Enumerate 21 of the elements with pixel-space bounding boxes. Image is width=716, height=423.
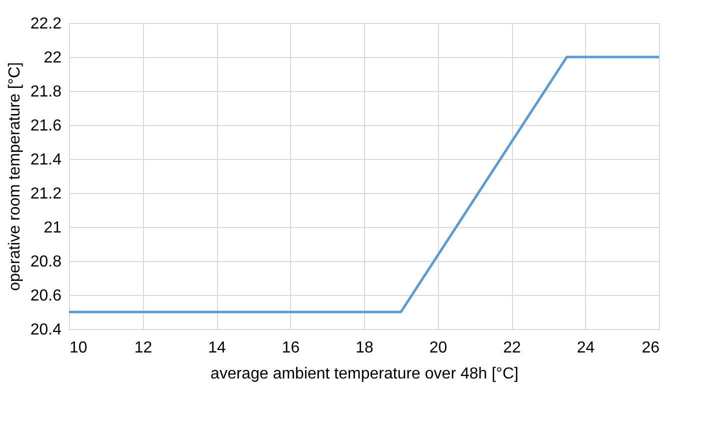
x-tick-label: 24	[576, 340, 595, 356]
y-tick-label: 22.2	[30, 16, 62, 32]
x-tick-label: 10	[70, 340, 88, 356]
x-tick-label: 20	[429, 340, 448, 356]
y-tick-label: 20.4	[30, 322, 62, 338]
y-tick-label: 21.8	[30, 84, 62, 100]
y-tick-label: 21	[44, 220, 62, 236]
x-tick-label: 18	[356, 340, 374, 356]
x-tick-label: 22	[503, 340, 521, 356]
x-tick-label: 12	[134, 340, 152, 356]
x-tick-label: 26	[642, 340, 660, 356]
y-tick-label: 21.4	[30, 152, 62, 168]
y-axis-title: operative room temperature [°C]	[6, 62, 24, 291]
x-tick-label: 16	[282, 340, 300, 356]
x-axis-title: average ambient temperature over 48h [°C]	[210, 366, 518, 382]
x-tick-label: 14	[208, 340, 226, 356]
y-tick-label: 21.6	[30, 118, 62, 134]
y-tick-label: 22	[44, 50, 62, 66]
y-tick-label: 21.2	[30, 186, 62, 202]
y-tick-label: 20.8	[30, 254, 62, 270]
y-tick-label: 20.6	[30, 288, 62, 304]
